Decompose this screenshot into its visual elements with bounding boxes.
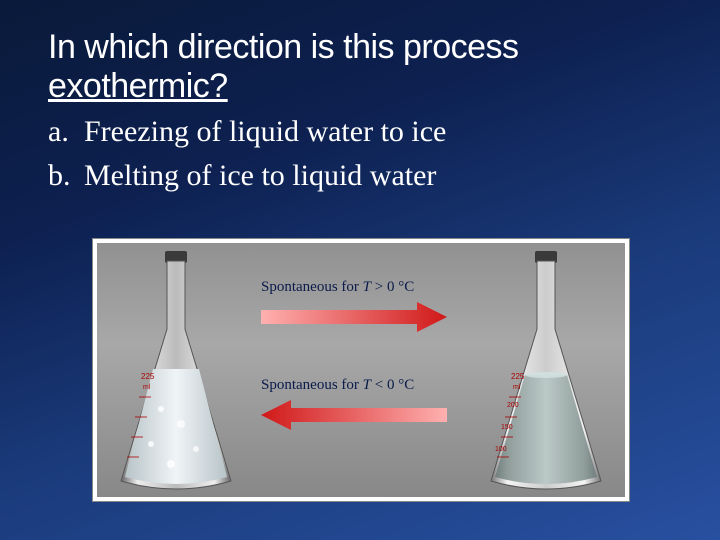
svg-text:225: 225	[511, 372, 525, 381]
arrow-bottom-prefix: Spontaneous for	[261, 377, 363, 393]
figure-background: 225 ml	[97, 243, 625, 497]
arrow-top-block: Spontaneous for T > 0 °C	[261, 279, 467, 337]
option-a-label: a.	[48, 110, 84, 154]
arrow-bottom-suffix: < 0 °C	[371, 377, 414, 393]
flask-water-icon: 225 ml 200 150 100	[481, 249, 611, 493]
arrow-left-icon	[261, 400, 447, 430]
arrow-bottom-var: T	[363, 377, 371, 393]
arrow-top-label: Spontaneous for T > 0 °C	[261, 279, 467, 296]
arrow-top-var: T	[363, 279, 371, 295]
svg-text:100: 100	[495, 446, 507, 453]
arrow-bottom-label: Spontaneous for T < 0 °C	[261, 377, 467, 394]
question-line2: exothermic?	[48, 67, 228, 105]
arrow-right-icon	[261, 302, 447, 332]
option-b-label: b.	[48, 154, 84, 198]
svg-text:ml: ml	[513, 384, 521, 391]
question-line1: In which direction is this process	[48, 28, 519, 66]
option-a-text: Freezing of liquid water to ice	[84, 110, 446, 154]
question-text: In which direction is this process exoth…	[48, 28, 680, 106]
arrow-top-prefix: Spontaneous for	[261, 279, 363, 295]
option-b-text: Melting of ice to liquid water	[84, 154, 436, 198]
option-b: b. Melting of ice to liquid water	[48, 154, 680, 198]
arrow-labels: Spontaneous for T > 0 °C Spontaneous for…	[261, 279, 467, 475]
options-list: a. Freezing of liquid water to ice b. Me…	[48, 110, 680, 197]
svg-text:225: 225	[141, 372, 155, 381]
svg-text:200: 200	[507, 402, 519, 409]
right-flask-water: 225 ml 200 150 100	[481, 249, 611, 493]
flask-ice-icon: 225 ml	[111, 249, 241, 493]
left-flask-ice: 225 ml	[111, 249, 241, 493]
figure-panel: 225 ml	[92, 238, 630, 502]
option-a: a. Freezing of liquid water to ice	[48, 110, 680, 154]
svg-text:150: 150	[501, 424, 513, 431]
arrow-top-suffix: > 0 °C	[371, 279, 414, 295]
svg-text:ml: ml	[143, 384, 151, 391]
arrow-bottom-block: Spontaneous for T < 0 °C	[261, 377, 467, 435]
